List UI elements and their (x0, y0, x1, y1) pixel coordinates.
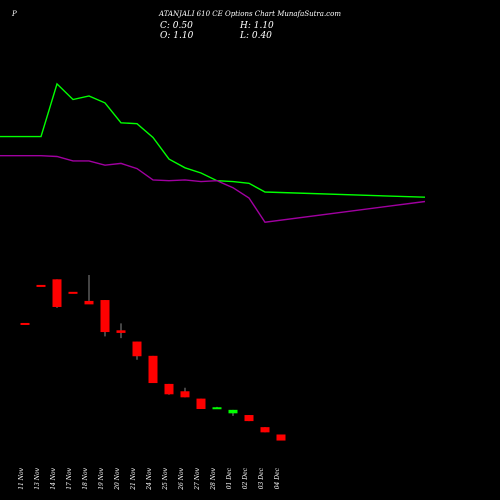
candle-21-nov (132, 341, 142, 360)
candle-body (212, 407, 222, 410)
candle-body (164, 383, 174, 395)
x-tick-label: 26 Nov (178, 467, 185, 490)
ohlc-low: L: 0.40 (239, 31, 272, 41)
x-tick-label: 17 Nov (66, 467, 73, 489)
candle-body (180, 391, 190, 398)
x-tick-label: 03 Dec (258, 467, 265, 489)
x-tick-label: 28 Nov (210, 467, 217, 490)
header-left-label: P (11, 10, 17, 18)
ohlc-high: H: 1.10 (239, 21, 274, 31)
candle-25-nov (164, 383, 174, 395)
series-line-1 (0, 82, 426, 198)
candle-body (260, 427, 270, 433)
x-tick-label: 21 Nov (130, 467, 137, 490)
candle-body (228, 409, 238, 414)
candle-13-nov (36, 284, 46, 287)
x-tick-label: 24 Nov (146, 467, 153, 490)
ohlc-close: C: 0.50 (160, 21, 193, 31)
series-line-2 (0, 154, 426, 223)
candle-body (148, 355, 158, 384)
candle-body (244, 415, 254, 422)
x-tick-label: 02 Dec (242, 467, 249, 489)
candle-24-nov (148, 355, 158, 384)
chart-title: ATANJALI 610 CE Options Chart MunafaSutr… (158, 10, 341, 18)
x-tick-label: 27 Nov (194, 467, 201, 490)
candle-17-nov (68, 291, 78, 294)
candle-27-nov (196, 398, 206, 409)
candle-01-dec (228, 409, 238, 416)
candle-03-dec (260, 427, 270, 433)
candle-19-nov (100, 300, 110, 337)
ohlc-open: O: 1.10 (160, 31, 194, 41)
x-tick-label: 25 Nov (162, 467, 169, 490)
candle-body (84, 300, 94, 305)
candle-body (116, 330, 126, 333)
candle-18-nov (84, 274, 94, 305)
x-tick-label: 04 Dec (274, 467, 281, 489)
x-tick-label: 01 Dec (226, 467, 233, 489)
candlesticks (20, 274, 286, 441)
candle-26-nov (180, 387, 190, 398)
candle-20-nov (116, 323, 126, 339)
candle-body (52, 279, 62, 307)
candle-body (276, 434, 286, 441)
candle-body (100, 300, 110, 333)
indicator-lines (0, 82, 426, 223)
x-tick-label: 18 Nov (82, 467, 89, 489)
candle-04-dec (276, 434, 286, 441)
candle-28-nov (212, 406, 222, 410)
candle-body (20, 322, 30, 325)
x-tick-label: 13 Nov (34, 467, 41, 489)
candle-14-nov (52, 279, 62, 308)
candle-body (68, 291, 78, 294)
candle-11-nov (20, 322, 30, 325)
candle-body (132, 341, 142, 357)
x-tick-label: 14 Nov (50, 467, 57, 489)
x-tick-label: 20 Nov (114, 467, 121, 490)
x-tick-label: 19 Nov (98, 467, 105, 489)
candle-body (36, 284, 46, 287)
candle-02-dec (244, 415, 254, 422)
candle-body (196, 398, 206, 409)
x-axis-labels: 11 Nov 13 Nov 14 Nov 17 Nov 18 Nov 19 Nov 20 N… (18, 467, 281, 490)
x-tick-label: 11 Nov (18, 467, 25, 489)
